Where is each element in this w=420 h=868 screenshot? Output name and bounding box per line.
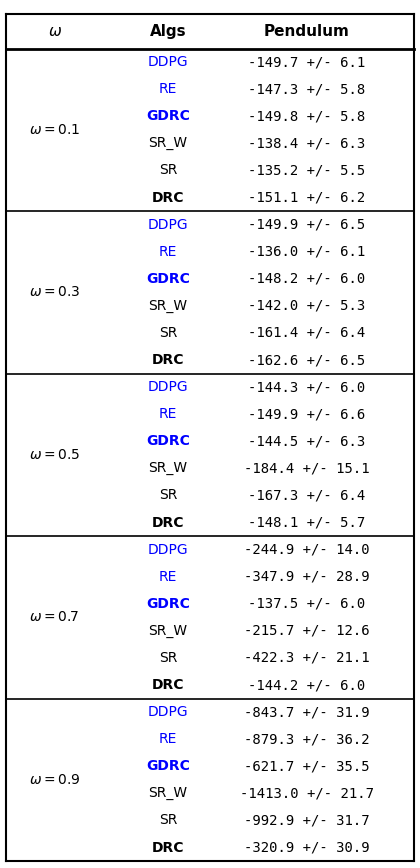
- Text: $\omega = 0.1$: $\omega = 0.1$: [29, 123, 80, 137]
- Text: -136.0 +/- 6.1: -136.0 +/- 6.1: [248, 245, 365, 259]
- Text: RE: RE: [159, 245, 177, 259]
- Text: -215.7 +/- 12.6: -215.7 +/- 12.6: [244, 624, 370, 638]
- Text: -137.5 +/- 6.0: -137.5 +/- 6.0: [248, 597, 365, 611]
- Text: -151.1 +/- 6.2: -151.1 +/- 6.2: [248, 191, 365, 205]
- Text: -138.4 +/- 6.3: -138.4 +/- 6.3: [248, 136, 365, 150]
- Text: -149.8 +/- 5.8: -149.8 +/- 5.8: [248, 109, 365, 123]
- Text: DDPG: DDPG: [148, 705, 188, 719]
- Text: GDRC: GDRC: [146, 272, 190, 286]
- Text: -147.3 +/- 5.8: -147.3 +/- 5.8: [248, 82, 365, 96]
- Text: DDPG: DDPG: [148, 542, 188, 556]
- Text: -149.9 +/- 6.6: -149.9 +/- 6.6: [248, 407, 365, 421]
- Text: -148.1 +/- 5.7: -148.1 +/- 5.7: [248, 516, 365, 529]
- Text: DRC: DRC: [152, 840, 184, 854]
- Text: $\omega = 0.9$: $\omega = 0.9$: [29, 773, 81, 786]
- Text: SR: SR: [159, 813, 177, 827]
- Text: -144.5 +/- 6.3: -144.5 +/- 6.3: [248, 434, 365, 448]
- Text: DRC: DRC: [152, 678, 184, 692]
- Text: -142.0 +/- 5.3: -142.0 +/- 5.3: [248, 299, 365, 312]
- Text: -149.7 +/- 6.1: -149.7 +/- 6.1: [248, 56, 365, 69]
- Text: $\omega$: $\omega$: [47, 23, 62, 39]
- Text: -161.4 +/- 6.4: -161.4 +/- 6.4: [248, 326, 365, 340]
- Text: -1413.0 +/- 21.7: -1413.0 +/- 21.7: [239, 786, 374, 800]
- Text: $\omega = 0.7$: $\omega = 0.7$: [29, 610, 80, 624]
- Text: -144.3 +/- 6.0: -144.3 +/- 6.0: [248, 380, 365, 394]
- Text: SR: SR: [159, 489, 177, 503]
- Text: DRC: DRC: [152, 516, 184, 529]
- Text: DDPG: DDPG: [148, 218, 188, 232]
- Text: -992.9 +/- 31.7: -992.9 +/- 31.7: [244, 813, 370, 827]
- Text: -244.9 +/- 14.0: -244.9 +/- 14.0: [244, 542, 370, 556]
- Text: RE: RE: [159, 569, 177, 583]
- Text: SR_W: SR_W: [148, 462, 188, 476]
- Text: SR: SR: [159, 651, 177, 665]
- Text: -135.2 +/- 5.5: -135.2 +/- 5.5: [248, 163, 365, 177]
- Text: -149.9 +/- 6.5: -149.9 +/- 6.5: [248, 218, 365, 232]
- Text: RE: RE: [159, 733, 177, 746]
- Text: DRC: DRC: [152, 191, 184, 205]
- Text: -167.3 +/- 6.4: -167.3 +/- 6.4: [248, 489, 365, 503]
- Text: SR: SR: [159, 163, 177, 177]
- Text: $\omega = 0.3$: $\omega = 0.3$: [29, 286, 80, 299]
- Text: -144.2 +/- 6.0: -144.2 +/- 6.0: [248, 678, 365, 692]
- Text: RE: RE: [159, 407, 177, 421]
- Text: DRC: DRC: [152, 353, 184, 367]
- Text: -148.2 +/- 6.0: -148.2 +/- 6.0: [248, 272, 365, 286]
- Text: Pendulum: Pendulum: [264, 23, 349, 39]
- Text: SR_W: SR_W: [148, 624, 188, 638]
- Text: -184.4 +/- 15.1: -184.4 +/- 15.1: [244, 462, 370, 476]
- Text: GDRC: GDRC: [146, 109, 190, 123]
- Text: -879.3 +/- 36.2: -879.3 +/- 36.2: [244, 733, 370, 746]
- Text: RE: RE: [159, 82, 177, 96]
- Text: -320.9 +/- 30.9: -320.9 +/- 30.9: [244, 840, 370, 854]
- Text: DDPG: DDPG: [148, 56, 188, 69]
- Text: -347.9 +/- 28.9: -347.9 +/- 28.9: [244, 569, 370, 583]
- Text: SR_W: SR_W: [148, 299, 188, 312]
- Text: SR_W: SR_W: [148, 786, 188, 800]
- Text: GDRC: GDRC: [146, 597, 190, 611]
- Text: -162.6 +/- 6.5: -162.6 +/- 6.5: [248, 353, 365, 367]
- Text: -843.7 +/- 31.9: -843.7 +/- 31.9: [244, 705, 370, 719]
- Text: SR: SR: [159, 326, 177, 340]
- Text: Algs: Algs: [150, 23, 186, 39]
- Text: $\omega = 0.5$: $\omega = 0.5$: [29, 448, 80, 462]
- Text: -422.3 +/- 21.1: -422.3 +/- 21.1: [244, 651, 370, 665]
- Text: -621.7 +/- 35.5: -621.7 +/- 35.5: [244, 760, 370, 773]
- Text: GDRC: GDRC: [146, 434, 190, 448]
- Text: DDPG: DDPG: [148, 380, 188, 394]
- Text: SR_W: SR_W: [148, 136, 188, 150]
- Text: GDRC: GDRC: [146, 760, 190, 773]
